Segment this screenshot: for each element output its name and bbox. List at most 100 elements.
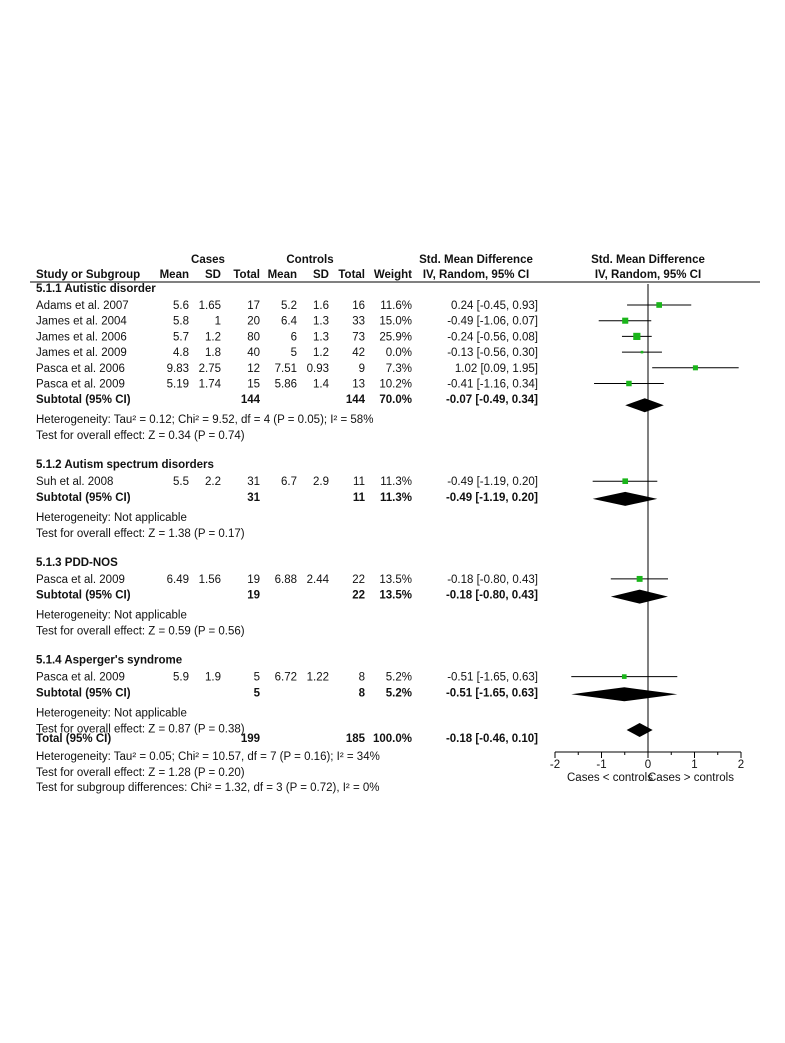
subtotal-n1: 144 <box>241 394 261 406</box>
study-point <box>622 478 629 485</box>
subgroup-heterogeneity: Heterogeneity: Tau² = 0.12; Chi² = 9.52,… <box>36 414 373 426</box>
header-col-total2: Total <box>338 269 365 281</box>
subtotal-weight: 13.5% <box>379 590 412 602</box>
study-ci: -0.49 [-1.06, 0.07] <box>447 316 538 328</box>
study-n2: 13 <box>352 379 365 391</box>
study-point <box>626 380 632 387</box>
subgroup-overall-effect: Test for overall effect: Z = 0.59 (P = 0… <box>36 626 245 638</box>
x-label-right: Cases > controls <box>648 772 734 784</box>
study-ci: -0.18 [-0.80, 0.43] <box>447 574 538 586</box>
study-weight: 11.6% <box>380 300 412 312</box>
study-sd1: 2.75 <box>199 363 221 375</box>
study-m2: 6.88 <box>275 574 297 586</box>
header-smd-left: Std. Mean Difference <box>419 254 533 266</box>
study-sd2: 2.9 <box>313 476 329 488</box>
subtotal-ci: -0.49 [-1.19, 0.20] <box>446 492 538 504</box>
study-name: Suh et al. 2008 <box>36 476 113 488</box>
study-m1: 5.8 <box>173 316 189 328</box>
study-sd1: 1.74 <box>199 379 222 391</box>
total-ci: -0.18 [-0.46, 0.10] <box>446 733 538 745</box>
study-point <box>621 674 627 679</box>
study-m2: 5 <box>291 347 297 359</box>
study-m2: 7.51 <box>275 363 297 375</box>
study-weight: 13.5% <box>379 574 412 586</box>
subtotal-n2: 8 <box>359 687 366 699</box>
study-point <box>692 365 698 371</box>
study-n2: 11 <box>353 476 365 488</box>
total-overall-effect: Test for overall effect: Z = 1.28 (P = 0… <box>36 767 245 779</box>
header-method-right: IV, Random, 95% CI <box>595 269 701 281</box>
header-col-total1: Total <box>233 269 260 281</box>
study-m1: 6.49 <box>167 574 189 586</box>
study-ci: -0.51 [-1.65, 0.63] <box>447 672 538 684</box>
subtotal-n2: 22 <box>352 590 365 602</box>
study-m1: 5.6 <box>173 300 189 312</box>
x-tick-label: -2 <box>550 759 560 771</box>
subtotal-weight: 5.2% <box>386 687 412 699</box>
study-sd2: 1.4 <box>313 379 330 391</box>
study-weight: 15.0% <box>379 316 412 328</box>
study-ci: -0.41 [-1.16, 0.34] <box>447 379 538 391</box>
subtotal-ci: -0.51 [-1.65, 0.63] <box>446 687 538 699</box>
study-n1: 19 <box>247 574 260 586</box>
study-name: Pasca et al. 2006 <box>36 363 125 375</box>
study-m1: 5.19 <box>167 379 189 391</box>
study-sd1: 1.56 <box>199 574 221 586</box>
subtotal-label: Subtotal (95% CI) <box>36 590 131 602</box>
study-n2: 22 <box>352 574 365 586</box>
study-sd1: 1.2 <box>205 331 221 343</box>
study-m1: 5.5 <box>173 476 189 488</box>
study-weight: 5.2% <box>386 672 412 684</box>
study-n2: 9 <box>359 363 365 375</box>
subgroup-title: 5.1.2 Autism spectrum disorders <box>36 459 214 471</box>
x-tick-label: 0 <box>645 759 651 771</box>
x-label-left: Cases < controls <box>567 772 653 784</box>
study-name: James et al. 2004 <box>36 316 127 328</box>
subgroup-overall-effect: Test for overall effect: Z = 1.38 (P = 0… <box>36 528 245 540</box>
study-n1: 5 <box>254 672 260 684</box>
total-n1: 199 <box>241 733 260 745</box>
header-col-weight: Weight <box>374 269 412 281</box>
study-weight: 25.9% <box>379 331 412 343</box>
study-n1: 17 <box>247 300 260 312</box>
study-n1: 31 <box>247 476 260 488</box>
header-col-sd2: SD <box>313 269 329 281</box>
header-cases: Cases <box>191 254 225 266</box>
subtotal-n1: 19 <box>247 590 260 602</box>
study-m2: 6.7 <box>281 476 297 488</box>
total-label: Total (95% CI) <box>36 733 111 745</box>
study-name: Pasca et al. 2009 <box>36 574 125 586</box>
study-sd1: 2.2 <box>205 476 221 488</box>
study-n2: 33 <box>352 316 365 328</box>
subtotal-n2: 11 <box>353 492 366 504</box>
study-ci: 0.24 [-0.45, 0.93] <box>451 300 538 312</box>
study-sd2: 1.2 <box>313 347 329 359</box>
study-name: Pasca et al. 2009 <box>36 379 125 391</box>
subgroup-overall-effect: Test for overall effect: Z = 0.34 (P = 0… <box>36 430 245 442</box>
study-point <box>636 575 643 582</box>
study-ci: 1.02 [0.09, 1.95] <box>455 363 538 375</box>
subtotal-diamond <box>625 398 664 413</box>
study-sd2: 1.3 <box>313 331 329 343</box>
x-tick-label: -1 <box>596 759 606 771</box>
study-name: Adams et al. 2007 <box>36 300 129 312</box>
study-m2: 6.4 <box>281 316 298 328</box>
header-smd-right: Std. Mean Difference <box>591 254 705 266</box>
subtotal-n1: 31 <box>247 492 260 504</box>
study-m1: 5.7 <box>173 331 189 343</box>
total-heterogeneity: Heterogeneity: Tau² = 0.05; Chi² = 10.57… <box>36 751 380 763</box>
total-diamond <box>626 723 653 737</box>
subgroup-overall-effect: Test for overall effect: Z = 0.87 (P = 0… <box>36 723 245 735</box>
subgroup-heterogeneity: Heterogeneity: Not applicable <box>36 512 187 524</box>
study-m2: 6 <box>291 331 297 343</box>
study-n2: 42 <box>352 347 365 359</box>
study-ci: -0.13 [-0.56, 0.30] <box>447 347 538 359</box>
forest-rows: 5.1.1 Autistic disorder Adams et al. 2007… <box>36 283 739 794</box>
subtotal-label: Subtotal (95% CI) <box>36 492 131 504</box>
header-controls: Controls <box>286 254 333 266</box>
study-sd2: 0.93 <box>307 363 329 375</box>
subtotal-weight: 70.0% <box>379 394 412 406</box>
study-name: James et al. 2009 <box>36 347 127 359</box>
study-point <box>622 317 629 324</box>
study-m1: 5.9 <box>173 672 189 684</box>
